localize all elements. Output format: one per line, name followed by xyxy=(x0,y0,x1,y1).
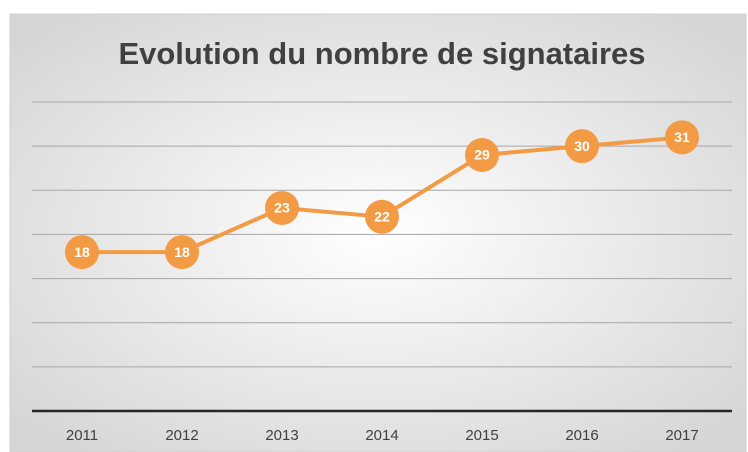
data-point xyxy=(265,190,299,225)
x-tick-label: 2016 xyxy=(565,427,598,444)
data-point xyxy=(365,199,399,234)
data-label: 31 xyxy=(674,129,690,145)
data-label: 29 xyxy=(474,147,490,163)
x-tick-label: 2017 xyxy=(665,427,698,444)
data-label: 23 xyxy=(274,200,290,216)
x-tick-label: 2015 xyxy=(465,427,498,444)
data-point xyxy=(465,137,499,172)
data-label: 22 xyxy=(374,208,390,224)
x-tick-label: 2013 xyxy=(265,427,298,444)
x-tick-label: 2011 xyxy=(66,427,98,444)
chart-title: Evolution du nombre de signataires xyxy=(118,36,645,71)
data-label: 18 xyxy=(74,244,90,260)
data-point xyxy=(665,120,699,155)
x-tick-label: 2014 xyxy=(365,427,398,444)
data-point xyxy=(65,235,99,270)
data-label: 30 xyxy=(574,138,590,154)
data-label: 18 xyxy=(174,244,190,260)
data-point xyxy=(165,235,199,270)
x-tick-label: 2012 xyxy=(165,427,198,444)
data-point xyxy=(565,129,599,164)
